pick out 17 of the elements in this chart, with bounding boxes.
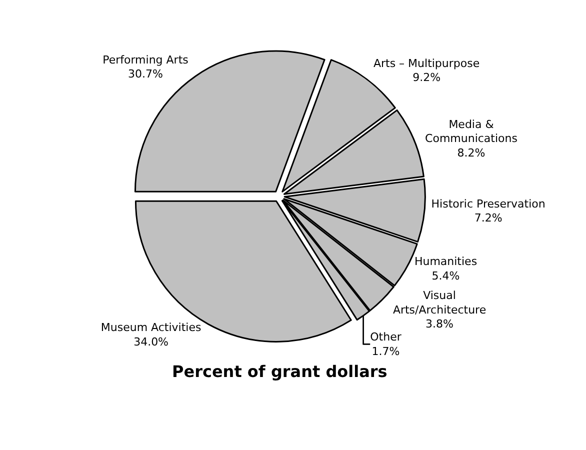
- data-label: 30.7%: [128, 68, 163, 81]
- data-label: 5.4%: [432, 269, 460, 282]
- data-label: 3.8%: [426, 318, 454, 331]
- slice-label: Historic Preservation: [431, 197, 546, 210]
- data-label: 34.0%: [134, 335, 169, 348]
- data-label: 1.7%: [372, 344, 400, 358]
- slice-label: Museum Activities: [100, 320, 202, 334]
- text: Percent of grant dollars: [172, 362, 388, 381]
- data-label: 9.2%: [412, 71, 441, 84]
- slice-label: Media & Communications: [425, 118, 518, 146]
- slice-label: Humanities: [414, 255, 478, 268]
- slice-label: Other: [370, 330, 402, 344]
- slice-label: Visual Arts/Architecture: [392, 288, 486, 316]
- data-label: 8.2%: [457, 146, 486, 160]
- slice-label: Arts – Multipurpose: [373, 56, 480, 70]
- slice-label: Performing Arts: [102, 53, 189, 66]
- data-label: 7.2%: [474, 212, 502, 225]
